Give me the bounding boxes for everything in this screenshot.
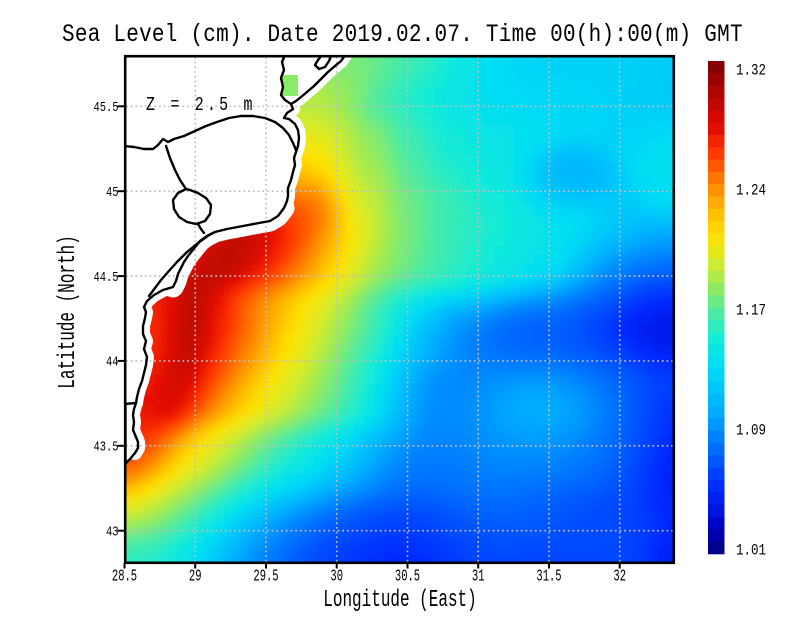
svg-text:1.01: 1.01 — [736, 542, 766, 560]
svg-text:1.17: 1.17 — [736, 302, 766, 320]
svg-text:1.09: 1.09 — [736, 422, 766, 440]
svg-text:Latitude (North): Latitude (North) — [55, 235, 82, 388]
svg-text:44.5: 44.5 — [94, 270, 119, 286]
svg-text:43: 43 — [106, 524, 118, 540]
svg-text:Longitude (East): Longitude (East) — [323, 587, 476, 614]
svg-text:1.32: 1.32 — [736, 62, 766, 80]
svg-text:31: 31 — [472, 567, 485, 586]
svg-text:31.5: 31.5 — [536, 567, 561, 586]
svg-text:44: 44 — [106, 354, 118, 370]
svg-text:45: 45 — [106, 185, 118, 201]
svg-text:28.5: 28.5 — [112, 567, 137, 586]
svg-text:45.5: 45.5 — [94, 100, 119, 116]
svg-text:1.24: 1.24 — [736, 182, 766, 200]
svg-text:30: 30 — [330, 567, 343, 586]
svg-text:29.5: 29.5 — [253, 567, 278, 586]
svg-text:43.5: 43.5 — [94, 439, 119, 455]
svg-text:30.5: 30.5 — [395, 567, 420, 586]
svg-text:Sea Level (cm). Date 2019.02.0: Sea Level (cm). Date 2019.02.07. Time 00… — [62, 20, 743, 48]
svg-text:32: 32 — [613, 567, 626, 586]
svg-text:Z = 2.5 m: Z = 2.5 m — [146, 96, 256, 117]
svg-text:29: 29 — [189, 567, 202, 586]
